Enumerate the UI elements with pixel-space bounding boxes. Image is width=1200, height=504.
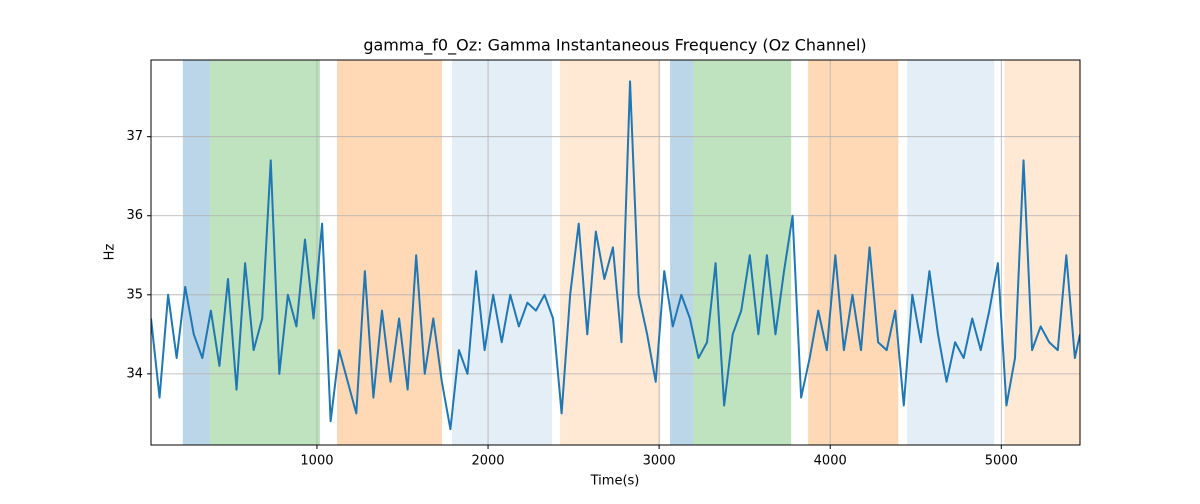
shaded-span [336,60,443,445]
x-tick-label: 4000 [814,454,847,469]
shaded-span [182,60,210,445]
shaded-span [560,60,661,445]
chart-title: gamma_f0_Oz: Gamma Instantaneous Frequen… [363,36,866,56]
y-tick-label: 34 [126,366,143,381]
shaded-span [693,60,792,445]
x-tick-label: 1000 [300,454,333,469]
shaded-span [907,60,995,445]
y-tick-label: 36 [126,208,143,223]
shaded-span [808,60,899,445]
y-tick-label: 35 [126,287,143,302]
x-tick-label: 5000 [985,454,1018,469]
x-tick-label: 3000 [643,454,676,469]
y-axis-label: Hz [103,244,118,261]
shaded-span [670,60,694,445]
shaded-span [1004,60,1080,445]
plot-frame [150,59,1081,446]
y-tick-label: 37 [126,129,143,144]
data-line [151,80,1080,431]
x-axis-label: Time(s) [590,474,640,489]
x-tick-label: 2000 [471,454,504,469]
shaded-span [451,60,553,445]
